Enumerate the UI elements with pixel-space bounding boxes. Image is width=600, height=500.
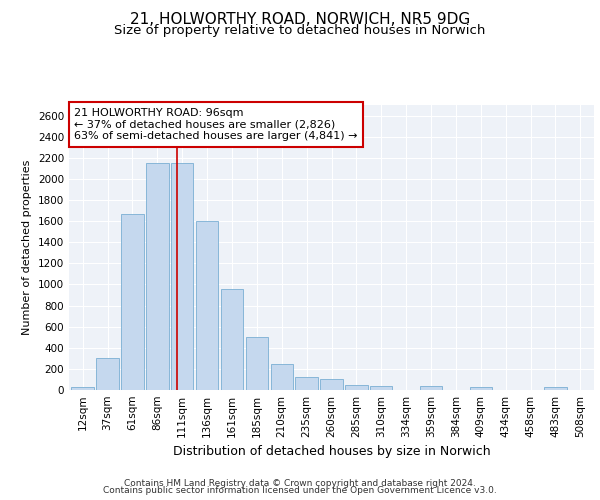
Bar <box>121 214 143 390</box>
Bar <box>221 288 243 390</box>
Bar <box>370 386 392 390</box>
Bar <box>470 388 492 390</box>
Text: Contains HM Land Registry data © Crown copyright and database right 2024.: Contains HM Land Registry data © Crown c… <box>124 478 476 488</box>
Bar <box>544 388 566 390</box>
Bar <box>245 336 268 390</box>
Bar <box>271 364 293 390</box>
Bar <box>320 380 343 390</box>
X-axis label: Distribution of detached houses by size in Norwich: Distribution of detached houses by size … <box>173 446 490 458</box>
Bar <box>146 163 169 390</box>
Text: Contains public sector information licensed under the Open Government Licence v3: Contains public sector information licen… <box>103 486 497 495</box>
Bar <box>345 384 368 390</box>
Bar <box>171 163 193 390</box>
Bar <box>196 221 218 390</box>
Text: 21 HOLWORTHY ROAD: 96sqm
← 37% of detached houses are smaller (2,826)
63% of sem: 21 HOLWORTHY ROAD: 96sqm ← 37% of detach… <box>74 108 358 141</box>
Y-axis label: Number of detached properties: Number of detached properties <box>22 160 32 335</box>
Text: Size of property relative to detached houses in Norwich: Size of property relative to detached ho… <box>115 24 485 37</box>
Bar <box>71 388 94 390</box>
Bar <box>97 358 119 390</box>
Bar <box>420 386 442 390</box>
Text: 21, HOLWORTHY ROAD, NORWICH, NR5 9DG: 21, HOLWORTHY ROAD, NORWICH, NR5 9DG <box>130 12 470 28</box>
Bar <box>295 378 318 390</box>
